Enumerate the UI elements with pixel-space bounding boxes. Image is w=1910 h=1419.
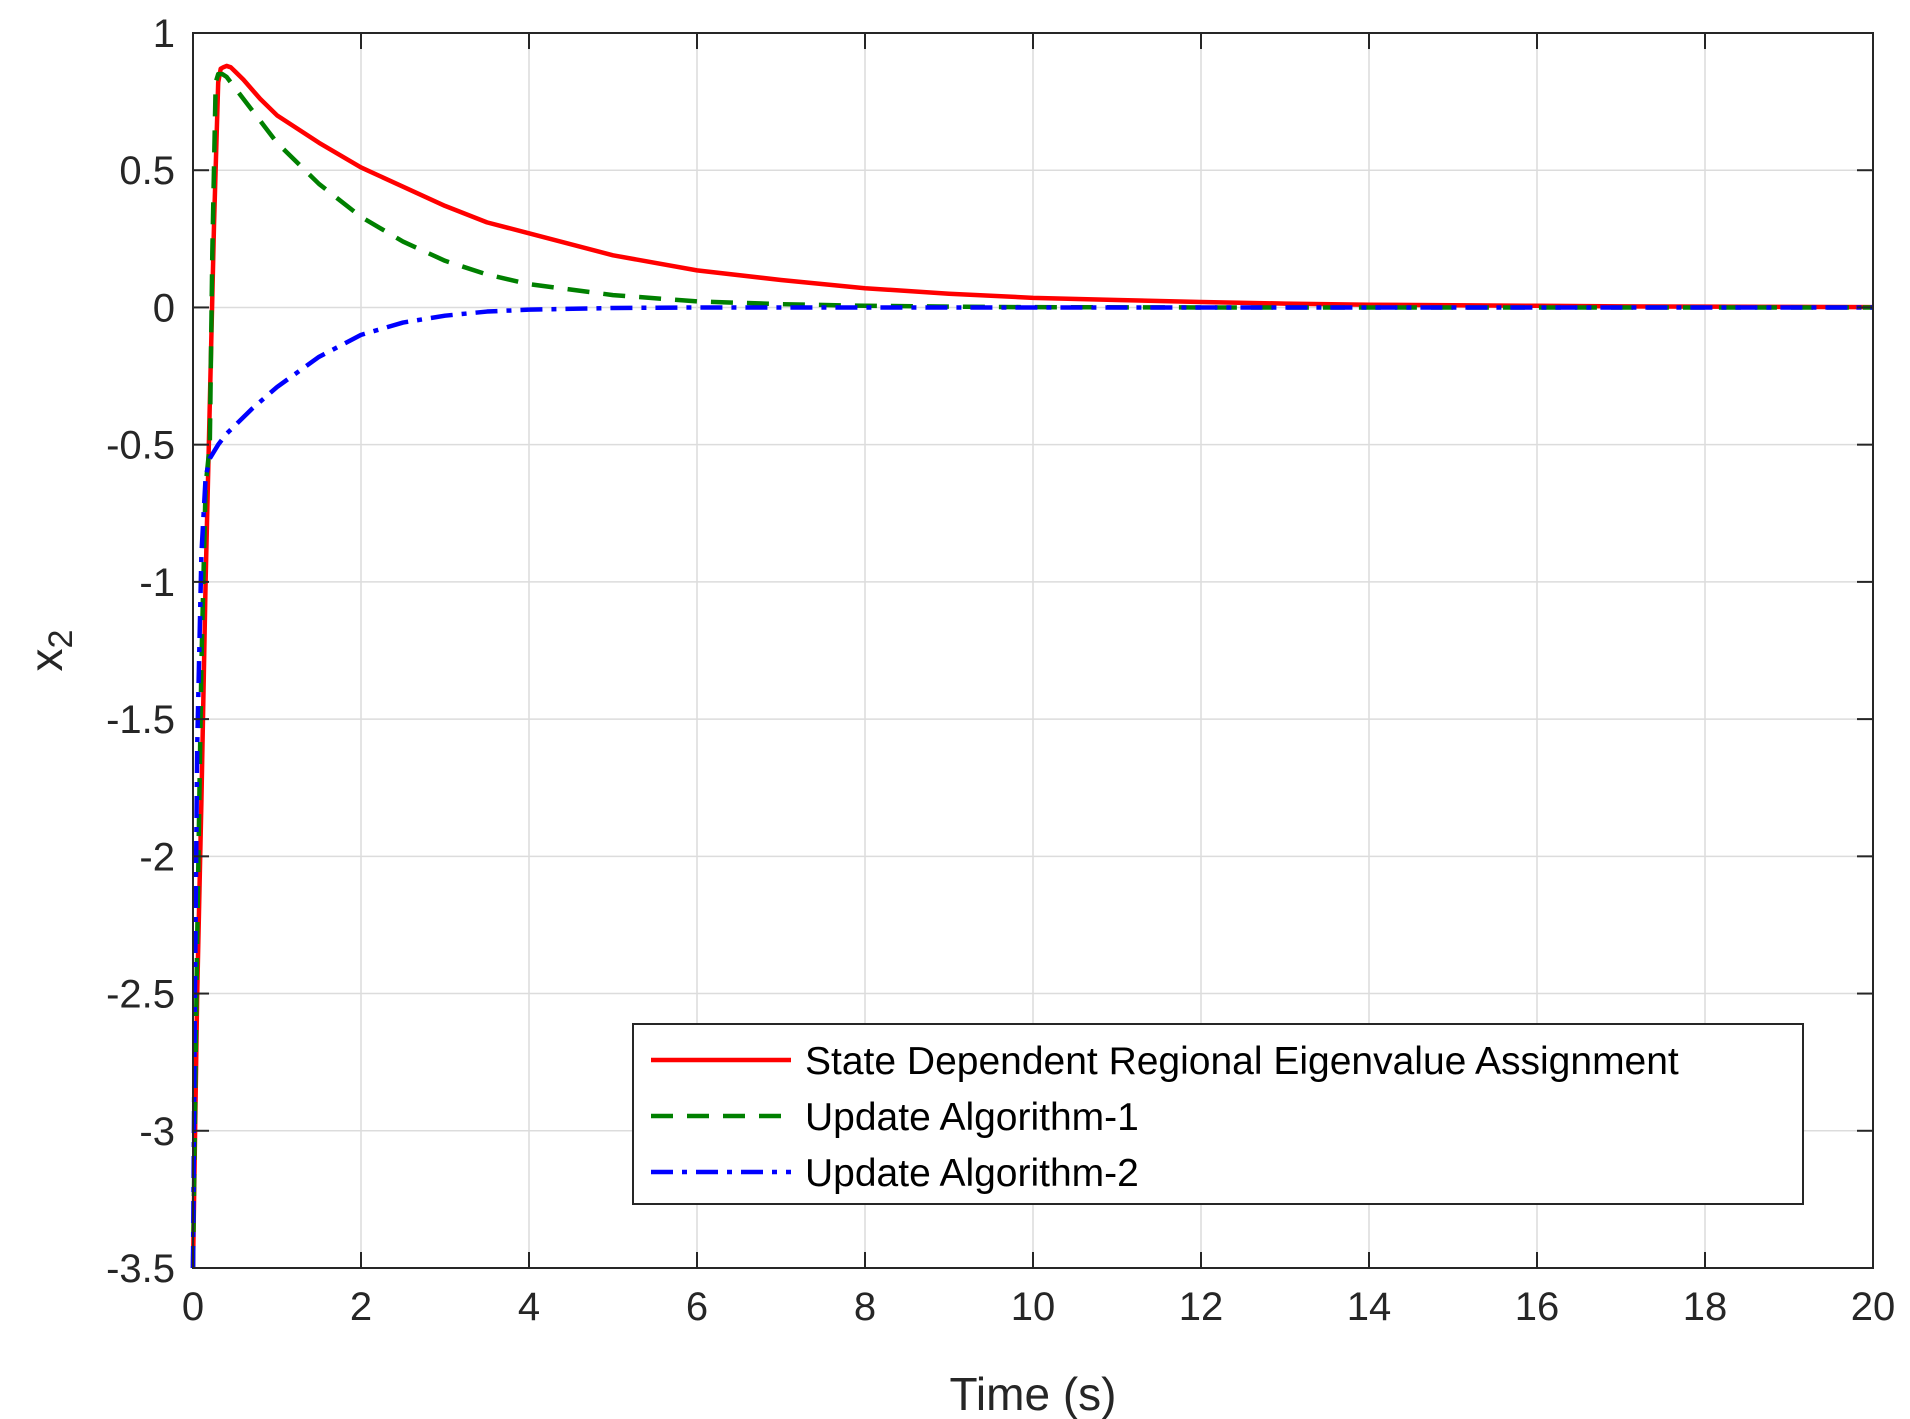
series-line-state-dependent xyxy=(190,63,1874,1269)
y-axis-label: x2 xyxy=(20,630,80,672)
legend: State Dependent Regional Eigenvalue Assi… xyxy=(632,1023,1804,1205)
y-tick-label: 1 xyxy=(153,12,175,56)
legend-box xyxy=(632,1023,1804,1205)
legend-label-update-algorithm-2: Update Algorithm-2 xyxy=(805,1152,1139,1195)
tick-marks xyxy=(192,32,1874,1269)
y-tick-label: -2.5 xyxy=(106,973,175,1017)
y-axis-label-subscript: 2 xyxy=(42,630,80,649)
y-tick-label: 0 xyxy=(153,286,175,330)
x-tick-label: 8 xyxy=(854,1285,876,1329)
x-tick-label: 4 xyxy=(518,1285,540,1329)
y-tick-label: -1.5 xyxy=(106,698,175,742)
x-tick-label: 16 xyxy=(1515,1285,1560,1329)
y-tick-label: -0.5 xyxy=(106,424,175,468)
x-tick-label: 10 xyxy=(1011,1285,1056,1329)
y-tick-labels: 1 0.5 0 -0.5 -1 -1.5 -2 -2.5 -3 -3.5 xyxy=(106,12,175,1291)
y-tick-label: -3.5 xyxy=(106,1247,175,1291)
x-tick-label: 14 xyxy=(1347,1285,1392,1329)
y-axis-label-base: x xyxy=(20,648,72,671)
series-line-update-algorithm-1 xyxy=(190,71,1873,1269)
x-axis-label: Time (s) xyxy=(950,1368,1117,1419)
x-tick-label: 12 xyxy=(1179,1285,1224,1329)
x-tick-label: 20 xyxy=(1851,1285,1896,1329)
x-tick-labels: 0 2 4 6 8 10 12 14 16 18 20 xyxy=(182,1285,1895,1329)
y-tick-label: -3 xyxy=(139,1110,175,1154)
series-layer xyxy=(190,63,1874,1269)
x-tick-label: 6 xyxy=(686,1285,708,1329)
legend-label-update-algorithm-1: Update Algorithm-1 xyxy=(805,1096,1139,1139)
x-tick-label: 2 xyxy=(350,1285,372,1329)
legend-label-state-dependent: State Dependent Regional Eigenvalue Assi… xyxy=(805,1040,1679,1083)
y-tick-label: 0.5 xyxy=(119,149,175,193)
x-tick-label: 18 xyxy=(1683,1285,1728,1329)
y-tick-label: -1 xyxy=(139,561,175,605)
x-tick-label: 0 xyxy=(182,1285,204,1329)
y-tick-label: -2 xyxy=(139,835,175,879)
